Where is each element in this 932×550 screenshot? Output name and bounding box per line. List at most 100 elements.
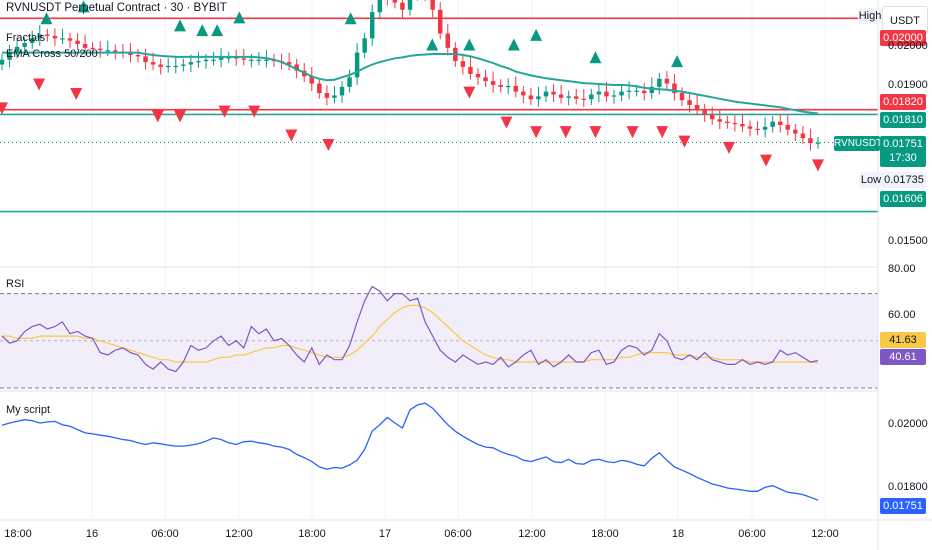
- price-tick-2: 0.01500: [888, 235, 928, 247]
- candle-body-80: [604, 91, 609, 97]
- fractal-up-2: [174, 19, 187, 32]
- pane-grid: [91, 0, 826, 520]
- candle-body-25: [188, 62, 194, 65]
- fractal-down-0: [0, 102, 8, 115]
- time-tick-3: 12:00: [225, 528, 253, 540]
- symbol-badge: RVNUSDT.P: [834, 136, 891, 151]
- candle-body-17: [128, 52, 133, 55]
- candle-body-89: [672, 83, 677, 94]
- candle-body-107: [808, 138, 813, 144]
- indicator-fractals-label[interactable]: Fractals: [6, 32, 46, 44]
- rsi-pane-title[interactable]: RSI: [6, 278, 25, 290]
- candle-body-85: [641, 90, 647, 94]
- price-tick-0: 0.02000: [888, 40, 928, 52]
- candle-body-52: [392, 0, 398, 3]
- countdown-value: 17:30: [889, 152, 917, 164]
- candle-body-99: [747, 126, 753, 129]
- candle-body-12: [90, 47, 95, 50]
- candle-body-75: [566, 96, 571, 98]
- candle-body-46: [347, 77, 352, 87]
- fractal-down-18: [760, 154, 773, 167]
- candle-body-67: [505, 85, 511, 88]
- candle-body-18: [135, 54, 141, 57]
- chart-title[interactable]: RVNUSDT Perpetual Contract · 30 · BYBIT: [6, 2, 227, 14]
- price-level-bottom-green: 0.01606: [880, 191, 926, 207]
- candle-body-77: [581, 98, 587, 100]
- candle-body-69: [521, 91, 526, 96]
- candle-body-95: [717, 119, 723, 122]
- candle-body-71: [536, 96, 541, 100]
- candle-body-13: [97, 48, 103, 51]
- candle-body-105: [793, 129, 798, 134]
- candle-body-61: [460, 61, 466, 67]
- candle-body-88: [664, 78, 670, 84]
- candle-body-33: [249, 59, 254, 61]
- candle-body-101: [762, 126, 768, 130]
- candle-body-98: [740, 123, 745, 127]
- fractal-down-17: [722, 141, 735, 154]
- candle-body-63: [475, 74, 481, 78]
- fractal-down-1: [33, 78, 46, 91]
- fractal-down-19: [812, 159, 824, 172]
- candle-body-53: [400, 2, 405, 10]
- price-levels: [0, 17, 878, 213]
- fractal-down-13: [589, 126, 602, 139]
- fractal-up-11: [530, 28, 543, 41]
- candle-body-49: [369, 12, 375, 39]
- candle-body-94: [709, 114, 715, 120]
- candle-body-32: [241, 58, 247, 60]
- candle-body-45: [339, 86, 345, 96]
- candle-body-65: [490, 81, 496, 85]
- candle-body-14: [105, 50, 111, 52]
- time-tick-4: 18:00: [298, 528, 326, 540]
- time-tick-7: 12:00: [518, 528, 546, 540]
- fractal-down-6: [248, 105, 261, 118]
- candle-body-68: [513, 85, 519, 92]
- candle-body-5: [37, 34, 43, 39]
- fractal-up-9: [463, 38, 476, 51]
- price-level-top-red: 0.02000: [880, 30, 926, 46]
- candle-body-27: [203, 59, 209, 62]
- candle-body-24: [181, 64, 186, 66]
- candle-body-100: [755, 128, 760, 130]
- candle-body-90: [679, 93, 685, 101]
- indicator-ema-label[interactable]: EMA Cross 50/200: [6, 48, 98, 60]
- fractal-down-10: [500, 116, 513, 129]
- rsi-ma-line: [2, 304, 819, 364]
- low-price-value: 0.01735: [882, 172, 926, 188]
- candle-body-57: [430, 0, 435, 10]
- candle-body-81: [611, 95, 617, 97]
- high-label: High: [858, 8, 882, 24]
- candle-body-74: [558, 94, 564, 98]
- script-value-badge: 0.01751: [880, 498, 926, 514]
- candle-body-103: [777, 121, 783, 125]
- rsi-ma-value-badge: 40.61: [880, 349, 926, 365]
- candle-body-62: [468, 66, 473, 75]
- candle-body-15: [113, 50, 118, 52]
- fractal-up-4: [211, 24, 224, 37]
- last-price-badge: 0.01751 17:30: [880, 136, 926, 167]
- time-tick-5: 17: [378, 528, 392, 540]
- candle-body-82: [619, 91, 624, 96]
- fractal-up-0: [40, 12, 53, 25]
- rsi-tick-0: 80.00: [888, 263, 916, 275]
- fractal-down-11: [530, 126, 543, 139]
- candle-body-26: [196, 61, 201, 63]
- candle-body-86: [649, 86, 655, 94]
- candle-body-79: [596, 91, 602, 95]
- candle-body-108: [815, 142, 821, 144]
- candle-body-73: [551, 91, 556, 95]
- candle-body-42: [317, 83, 322, 94]
- price-tick-1: 0.01900: [888, 79, 928, 91]
- candle-body-23: [173, 65, 179, 68]
- candle-body-58: [437, 9, 443, 34]
- fractal-down-9: [463, 86, 476, 99]
- script-pane-title[interactable]: My script: [6, 404, 50, 416]
- candle-body-106: [800, 133, 806, 139]
- fractal-up-13: [671, 55, 684, 68]
- fractal-down-5: [218, 105, 231, 118]
- fractal-down-7: [285, 129, 298, 142]
- candle-body-83: [626, 90, 632, 92]
- time-tick-10: 06:00: [738, 528, 766, 540]
